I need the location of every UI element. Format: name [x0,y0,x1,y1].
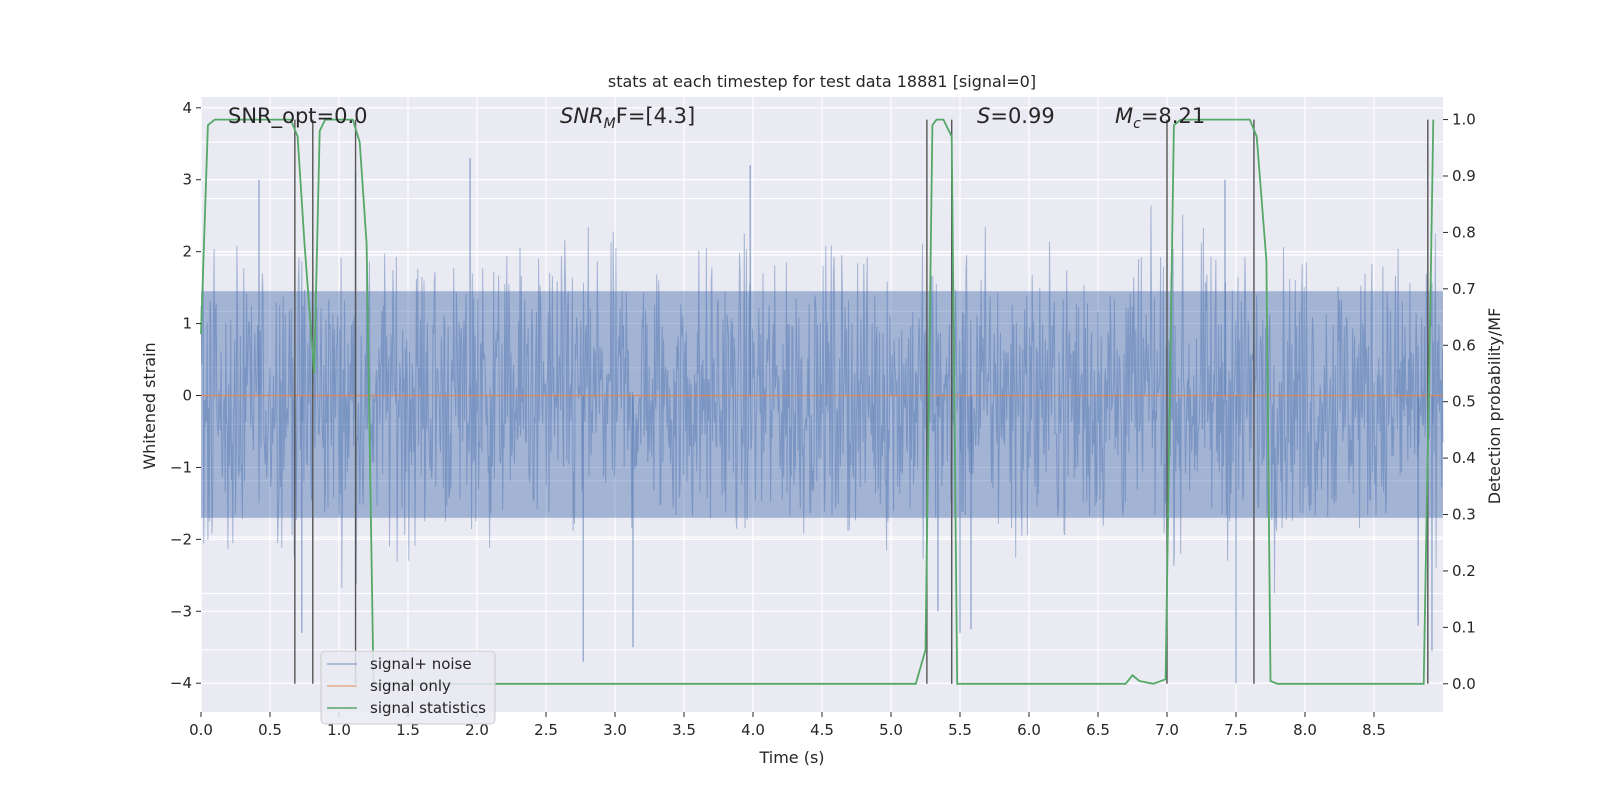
y-tick-label: −4 [170,674,192,692]
signal-noise-series [200,158,1444,684]
legend-label-statistics: signal statistics [370,699,486,717]
annotation-snr-mf: SNRMF=[4.3] [560,104,695,132]
y2-tick-label: 0.8 [1452,223,1476,241]
y2-tick-label: 0.4 [1452,449,1476,467]
x-tick-label: 5.5 [948,721,972,739]
s-symbol: S [977,104,990,128]
y2-tick-label: 0.5 [1452,393,1476,411]
y2-tick-label: 0.2 [1452,562,1476,580]
x-tick-label: 6.0 [1017,721,1041,739]
x-tick-label: 8.0 [1293,721,1317,739]
annotation-s: S=0.99 [977,104,1055,128]
legend-label-noise: signal+ noise [370,655,472,673]
legend-box [320,650,496,725]
y-tick-label: 1 [182,315,192,333]
y2-tick-label: 0.9 [1452,167,1476,185]
annotation-mc: Mc=8.21 [1115,104,1205,132]
snr-mf-subscript: M [604,116,616,132]
x-axis-label: Time (s) [758,748,824,767]
signal-statistics-series [200,118,1435,685]
legend: signal+ noise signal only signal statist… [320,650,496,725]
annotation-snr-opt: SNR_opt=0.0 [228,104,368,129]
x-tick-label: 6.5 [1086,721,1110,739]
x-tick-label: 4.0 [741,721,765,739]
x-tick-label: 3.0 [603,721,627,739]
y2-axis-label: Detection probability/MF [1485,308,1504,505]
y-tick-label: 3 [182,171,192,189]
x-tick-label: 5.0 [879,721,903,739]
y2-tick-label: 0.0 [1452,675,1476,693]
s-value: =0.99 [990,104,1054,128]
y2-tick-label: 0.1 [1452,618,1476,636]
x-tick-label: 1.0 [327,721,351,739]
y2-tick-label: 1.0 [1452,111,1476,129]
snr-mf-symbol: SNR [560,104,604,128]
y2-tick-label: 0.6 [1452,336,1476,354]
x-tick-label: 4.5 [810,721,834,739]
y-tick-label: −3 [170,602,192,620]
legend-label-signal-only: signal only [370,677,451,695]
x-tick-label: 1.5 [396,721,420,739]
y-tick-label: 0 [182,387,192,405]
y-tick-label: 2 [182,243,192,261]
x-tick-label: 2.5 [534,721,558,739]
x-tick-label: 3.5 [672,721,696,739]
y-tick-label: −2 [170,530,192,548]
axes: 0.0 0.5 1.0 1.5 2.0 2.5 3.0 3.5 4.0 4.5 5.0 5.5 6.0 6… [170,99,1476,739]
y-tick-label: −1 [170,458,192,476]
chart-title: stats at each timestep for test data 188… [608,72,1036,91]
x-tick-label: 0.0 [189,721,213,739]
y-tick-label: 4 [182,99,192,117]
mc-subscript: c [1133,116,1141,132]
x-tick-label: 2.0 [465,721,489,739]
x-tick-label: 7.0 [1155,721,1179,739]
y-axis-label: Whitened strain [140,342,159,469]
y2-tick-label: 0.7 [1452,280,1476,298]
x-tick-label: 7.5 [1224,721,1248,739]
snr-mf-value: F=[4.3] [616,104,695,128]
x-tick-label: 0.5 [258,721,282,739]
noise-trace [200,205,1444,594]
mc-symbol: M [1115,104,1133,128]
y2-tick-label: 0.3 [1452,506,1476,524]
x-tick-label: 8.5 [1362,721,1386,739]
mc-value: =8.21 [1141,104,1205,128]
